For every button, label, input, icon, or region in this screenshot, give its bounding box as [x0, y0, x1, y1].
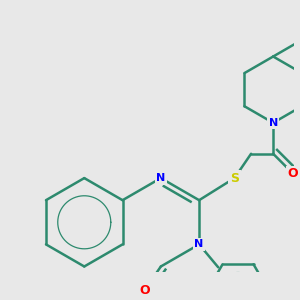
Text: N: N [268, 118, 278, 128]
Text: O: O [288, 167, 298, 180]
Text: O: O [139, 284, 150, 297]
Text: N: N [194, 239, 204, 249]
Text: N: N [156, 173, 166, 183]
Text: S: S [230, 172, 239, 184]
